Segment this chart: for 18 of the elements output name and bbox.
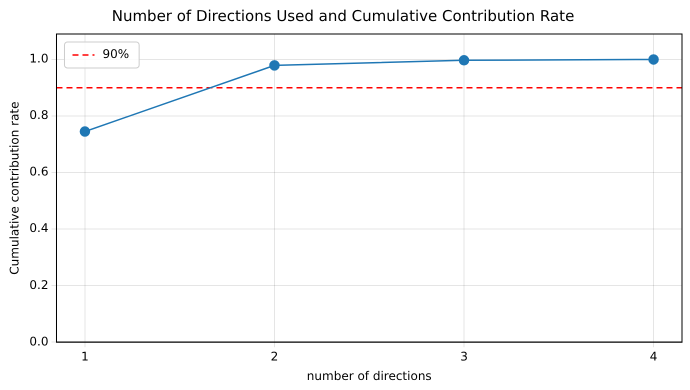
y-axis-title: Cumulative contribution rate [7, 101, 22, 275]
y-tick-label: 0.2 [29, 278, 48, 292]
y-tick-label: 0.4 [29, 221, 48, 236]
point [269, 60, 280, 71]
x-axis-title: number of directions [306, 368, 432, 383]
legend-label: 90% [102, 47, 130, 62]
chart-title: Number of Directions Used and Cumulative Contribution Rate [112, 6, 574, 25]
point [80, 126, 90, 137]
y-tick-label: 0.6 [29, 164, 48, 179]
x-tick-label: 2 [270, 350, 278, 364]
x-tick-label: 3 [460, 350, 468, 364]
x-tick-label: 4 [650, 350, 658, 364]
y-tick-label: 0.8 [29, 108, 48, 122]
point [458, 55, 470, 66]
x-tick-label: 1 [81, 350, 89, 364]
y-tick-label: 0.0 [29, 334, 48, 348]
point [648, 54, 659, 65]
y-tick-label: 1.0 [29, 52, 48, 66]
